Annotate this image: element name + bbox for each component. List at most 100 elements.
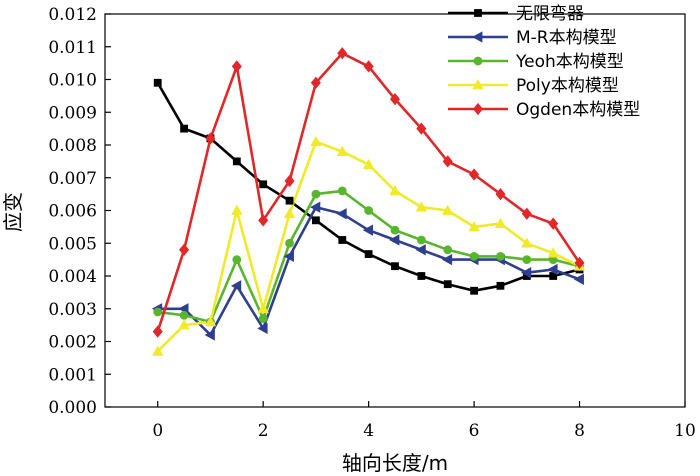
data-point-1-14 [520,267,532,279]
data-point-3-8 [362,158,375,170]
data-point-4-13 [495,187,506,201]
data-point-4-9 [389,93,401,106]
x-axis-title: 轴向长度/m [342,451,448,475]
data-point-3-5 [283,207,296,219]
x-tick-label: 10 [674,421,696,441]
legend-label: Ogden本构模型 [516,100,640,120]
data-point-0-10 [417,272,426,280]
y-axis-title: 应变 [1,192,25,232]
data-point-2-11 [443,245,453,255]
data-point-3-11 [442,204,454,215]
data-point-4-7 [337,47,348,60]
data-point-1-7 [336,208,347,220]
y-tick-label: 0.011 [48,38,97,58]
data-point-1-16 [573,273,584,285]
data-point-4-14 [521,207,532,220]
data-point-2-7 [337,186,347,196]
data-point-1-10 [415,244,426,256]
legend: 无限弯器 M-R本构模型 Yeoh本构模型 Poly本构模型 Ogden本构模型 [448,4,640,120]
data-point-2-13 [496,251,505,261]
data-point-1-8 [362,224,374,236]
y-tick-label: 0.001 [48,365,97,385]
data-point-4-4 [258,214,269,227]
data-point-3-14 [521,237,533,248]
y-tick-label: 0.004 [48,267,97,287]
legend-marker [474,9,482,17]
data-point-2-8 [364,206,374,215]
data-point-0-9 [391,262,399,271]
data-point-1-3 [230,280,242,292]
y-tick-label: 0.005 [48,234,97,254]
data-point-1-4 [257,322,268,335]
x-tick-label: 8 [574,421,585,441]
x-tick-label: 6 [469,421,480,441]
series-markers [151,47,586,356]
data-point-1-2 [204,329,215,341]
data-point-1-11 [441,253,453,266]
y-tick-label: 0.002 [48,333,97,353]
data-point-4-10 [416,122,427,135]
data-point-3-1 [178,319,190,330]
y-tick-label: 0.007 [48,169,97,189]
y-tick-label: 0.010 [48,71,97,91]
legend-marker [473,56,483,66]
data-point-0-11 [443,280,452,289]
data-point-4-0 [152,325,163,338]
y-tick-label: 0.006 [48,202,97,222]
data-point-3-6 [310,135,322,147]
data-point-0-3 [232,157,241,166]
series-line-1 [157,205,580,337]
data-point-1-5 [283,250,294,263]
y-tick-label: 0.012 [48,5,97,25]
data-point-4-2 [205,132,216,145]
data-point-3-13 [494,217,507,229]
y-tick-label: 0.008 [48,136,97,156]
x-tick-label: 2 [258,421,269,441]
data-point-0-1 [180,124,188,133]
data-point-3-10 [415,201,428,212]
data-point-4-12 [469,168,480,181]
data-point-4-8 [363,60,374,73]
data-point-4-1 [179,243,190,256]
legend-marker [472,31,483,43]
y-tick-label: 0.003 [48,300,97,320]
data-point-2-14 [522,255,532,265]
data-point-4-15 [548,217,559,230]
legend-label: Yeoh本构模型 [515,52,624,72]
data-point-2-12 [469,251,479,261]
legend-marker [472,79,484,90]
data-point-2-10 [416,235,426,245]
data-point-2-9 [390,225,400,235]
data-point-2-0 [153,307,163,317]
data-point-0-7 [338,236,347,244]
data-point-0-8 [364,250,373,258]
data-point-2-5 [285,238,294,248]
data-point-0-6 [312,216,320,225]
series-line-3 [156,140,581,353]
y-tick-label: 0.000 [48,398,97,418]
data-point-4-6 [310,76,321,89]
data-point-4-3 [231,60,242,73]
axis-ticks: 0 2 4 6 8 10 0.000 0.001 0.002 0.003 0.004 0.005 0.0… [48,5,695,441]
data-point-3-7 [336,145,348,156]
data-point-0-5 [285,196,294,205]
data-point-3-3 [231,204,243,215]
data-point-4-16 [574,256,585,270]
data-point-0-12 [470,286,478,295]
x-tick-label: 0 [152,421,163,441]
plot-frame [104,13,686,408]
data-point-0-13 [496,281,505,290]
data-point-3-4 [257,302,269,314]
data-point-2-6 [311,189,321,199]
data-point-0-0 [153,78,162,87]
data-point-1-6 [310,201,321,213]
data-point-4-5 [284,174,295,188]
data-point-3-0 [152,345,164,356]
data-point-1-15 [547,263,558,276]
data-point-3-15 [547,247,559,258]
legend-label: M-R本构模型 [516,28,617,48]
data-point-3-12 [468,221,480,232]
series-lines [156,51,581,353]
data-point-1-9 [389,234,400,246]
